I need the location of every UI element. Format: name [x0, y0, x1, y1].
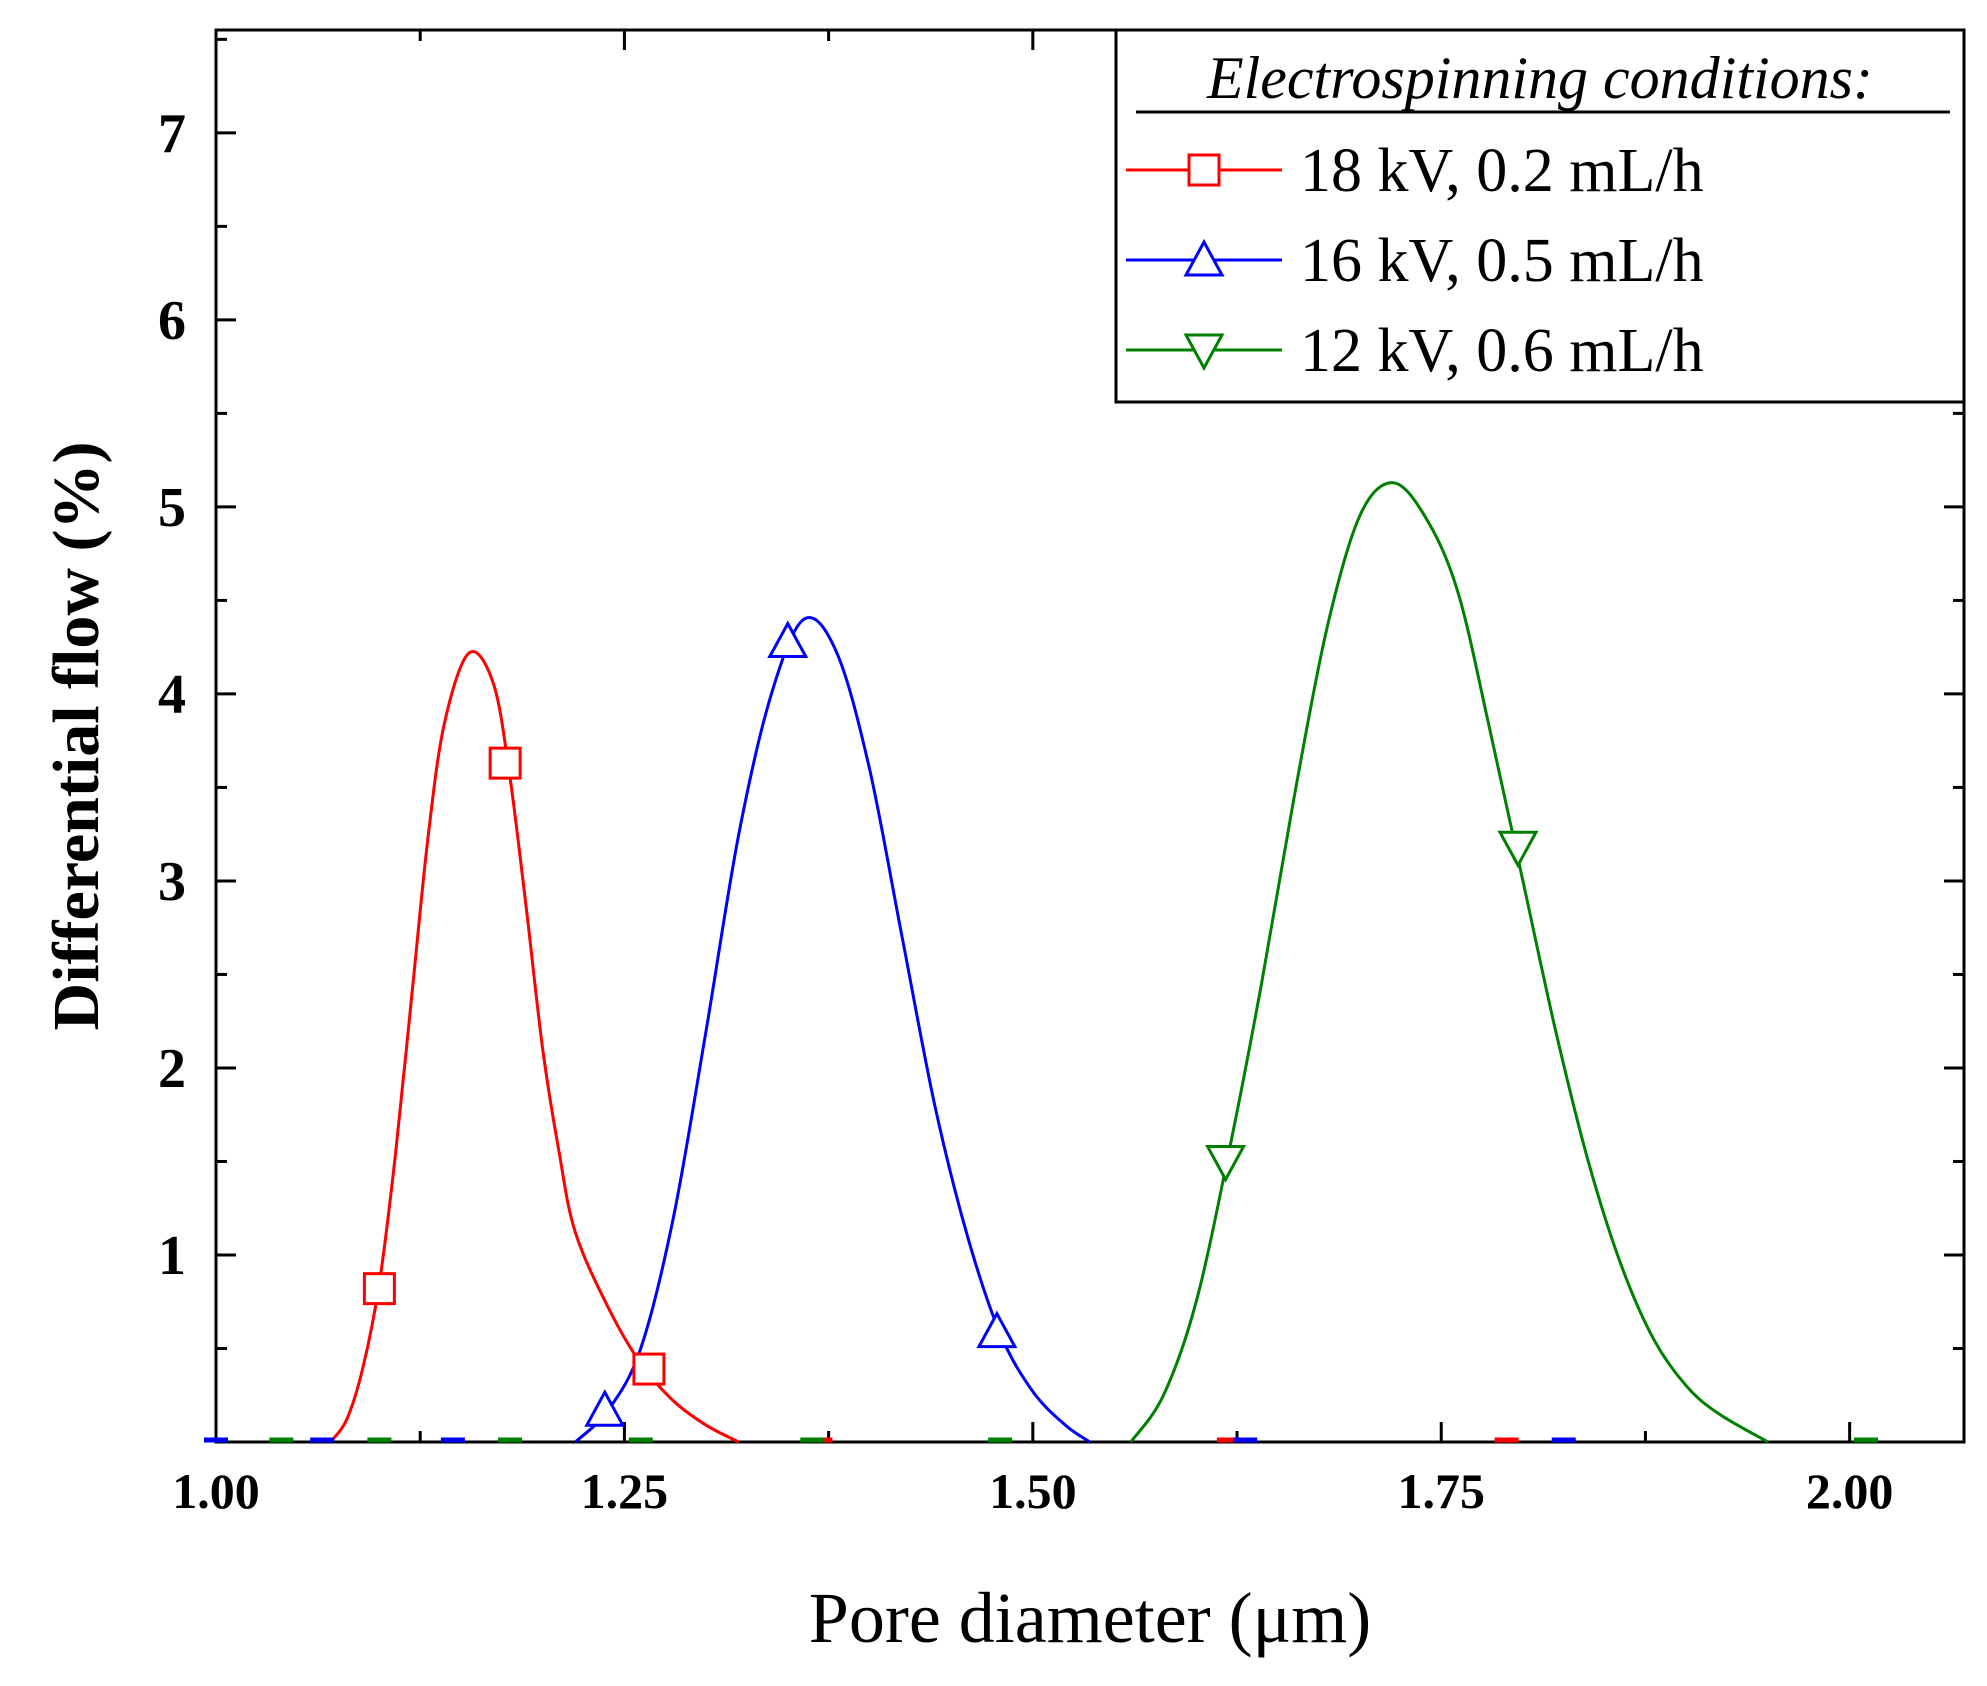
- y-tick-label: 5: [158, 477, 186, 539]
- x-tick-label: 1.75: [1397, 1463, 1485, 1519]
- y-tick-label: 4: [158, 664, 186, 726]
- legend-title: Electrospinning conditions:: [1206, 45, 1873, 111]
- x-axis-title: Pore diameter (μm): [809, 1578, 1371, 1658]
- series-2-marker: [584, 1389, 626, 1427]
- y-tick-label: 3: [158, 851, 186, 913]
- x-tick-label: 2.00: [1806, 1463, 1894, 1519]
- y-tick-label: 7: [158, 103, 186, 165]
- y-tick-label: 2: [158, 1038, 186, 1100]
- legend-box: [1114, 28, 1966, 404]
- series-3-marker: [1205, 1144, 1247, 1183]
- series-2-marker: [767, 620, 809, 659]
- series-1-line: [329, 650, 740, 1444]
- legend-label-1: 18 kV, 0.2 mL/h: [1300, 137, 1704, 205]
- series-3-marker: [1497, 830, 1539, 869]
- x-tick-label: 1.00: [172, 1463, 260, 1519]
- markers-layer: [204, 620, 1878, 1443]
- series-3-line: [1129, 481, 1769, 1444]
- series-1-marker: [632, 1352, 666, 1386]
- legend-label-2: 16 kV, 0.5 mL/h: [1300, 227, 1704, 295]
- series-2-marker: [976, 1310, 1018, 1349]
- legend-label-3: 12 kV, 0.6 mL/h: [1300, 317, 1704, 385]
- x-tick-label: 1.50: [989, 1463, 1077, 1519]
- legend-items: 18 kV, 0.2 mL/h 16 kV, 0.5 mL/h 12 kV, 0.6…: [1126, 137, 1704, 385]
- series-1-marker: [362, 1272, 396, 1306]
- y-axis-title: Differential flow (%): [40, 442, 113, 1031]
- legend: Electrospinning conditions: 18 kV, 0.2 m…: [1114, 28, 1966, 404]
- y-tick-label: 6: [158, 290, 186, 352]
- x-tick-label: 1.25: [581, 1463, 669, 1519]
- legend-marker-2: [1183, 238, 1225, 277]
- legend-marker-1: [1187, 153, 1221, 187]
- series-1-marker: [488, 746, 522, 780]
- series-layer: [329, 481, 1769, 1444]
- legend-marker-3: [1183, 333, 1225, 372]
- y-tick-label: 1: [158, 1225, 186, 1287]
- series-2-line: [574, 616, 1091, 1444]
